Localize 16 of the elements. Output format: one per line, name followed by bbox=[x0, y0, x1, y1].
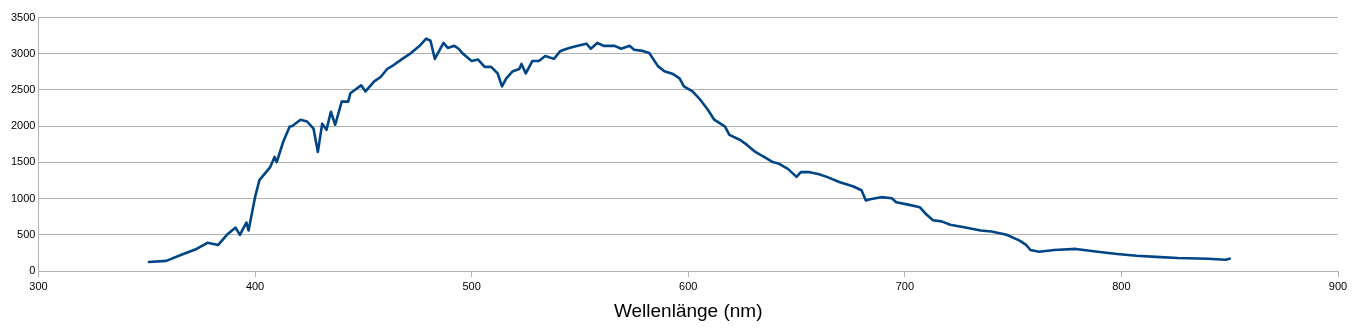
y-tick-label: 1000 bbox=[10, 191, 36, 204]
y-tick-label: 0 bbox=[29, 264, 36, 277]
x-tick-label: 300 bbox=[29, 279, 48, 292]
x-tick-label: 800 bbox=[1112, 279, 1131, 292]
x-tick-label: 500 bbox=[462, 279, 481, 292]
y-tick-label: 3500 bbox=[10, 10, 36, 23]
y-tick-label: 1500 bbox=[10, 155, 36, 168]
y-tick-label: 3000 bbox=[10, 46, 36, 59]
y-tick-label: 2000 bbox=[10, 119, 36, 132]
x-axis-title: Wellenlänge (nm) bbox=[613, 299, 763, 321]
y-tick-label: 2500 bbox=[10, 83, 36, 96]
x-tick-label: 400 bbox=[245, 279, 265, 292]
x-tick-label: 700 bbox=[895, 279, 914, 292]
y-tick-label: 500 bbox=[17, 227, 36, 240]
x-tick-label: 900 bbox=[1328, 279, 1348, 292]
x-tick-label: 600 bbox=[679, 279, 698, 292]
